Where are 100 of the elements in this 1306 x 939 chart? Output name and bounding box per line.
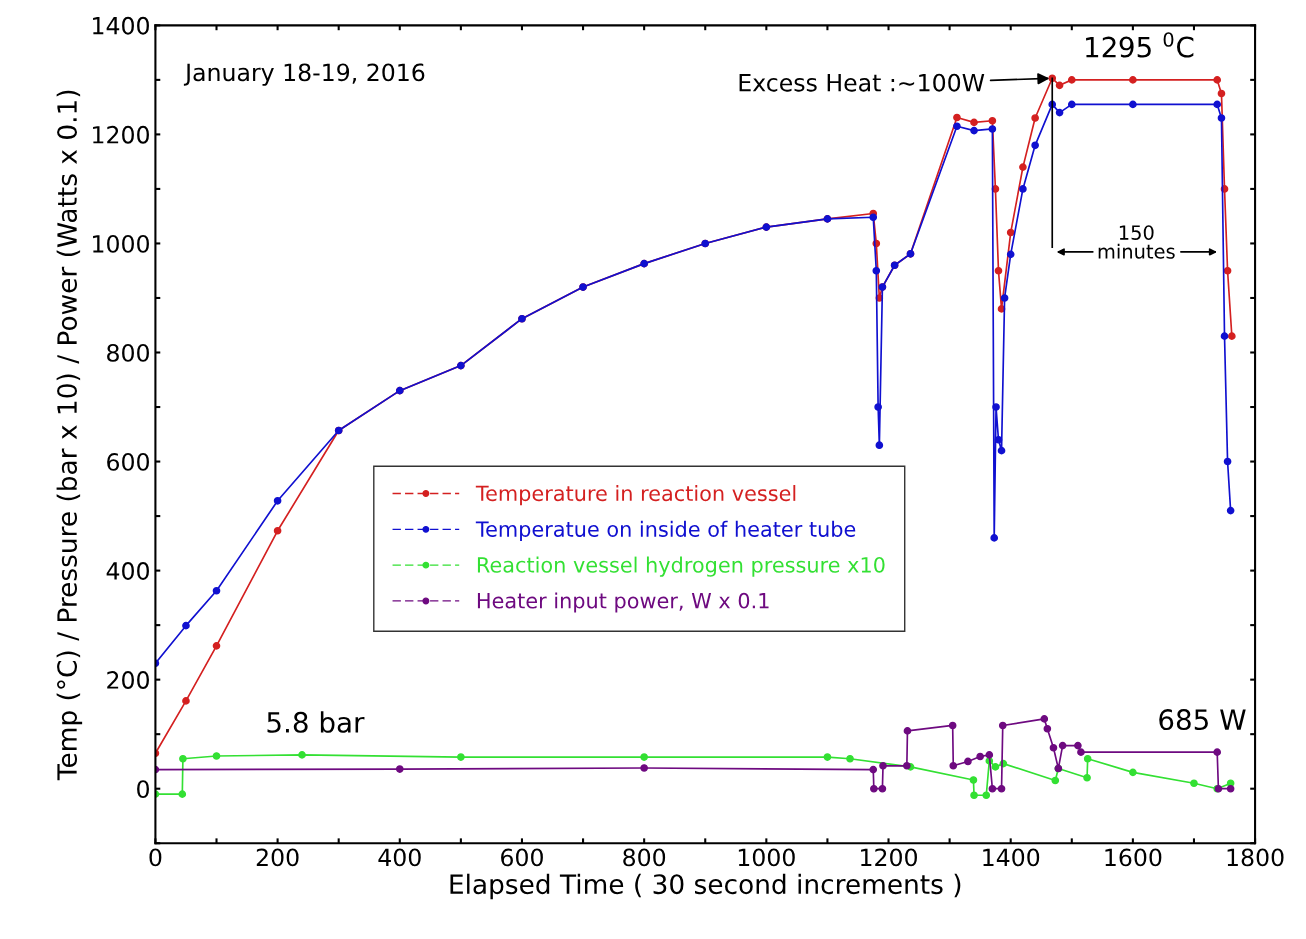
- point: [1129, 76, 1137, 84]
- point: [1055, 108, 1064, 117]
- point: [1083, 754, 1092, 763]
- point: [1226, 784, 1235, 793]
- point: [870, 784, 878, 793]
- point: [1223, 457, 1232, 466]
- point: [182, 697, 190, 705]
- x-tick-label: 1000: [738, 848, 795, 867]
- point: [869, 213, 878, 222]
- point: [1217, 89, 1226, 98]
- point: [212, 752, 221, 760]
- point: [1213, 748, 1222, 756]
- point: [1006, 228, 1015, 237]
- y-axis-title: Temp (°C) / Pressure (bar x 10) / Power (Watts x 0.1): [56, 90, 83, 781]
- x-tick-label: 1800: [1227, 848, 1284, 867]
- point: [969, 776, 978, 784]
- y-tick-label: 1000: [93, 234, 149, 253]
- x-tick-label: 1200: [861, 848, 917, 867]
- x-axis-title: Elapsed Time ( 30 second increments ): [450, 873, 961, 900]
- point: [1213, 76, 1222, 84]
- point: [212, 586, 221, 595]
- point: [1040, 715, 1049, 723]
- point: [903, 727, 912, 735]
- x-tick-label: 400: [378, 848, 421, 867]
- annotation: 5.8 bar: [267, 711, 365, 733]
- point: [1067, 100, 1076, 109]
- point: [998, 721, 1007, 730]
- point: [1129, 768, 1137, 777]
- point: [985, 751, 994, 759]
- point: [988, 125, 997, 133]
- point: [182, 621, 190, 630]
- annotation: 150 minutes: [1098, 225, 1175, 259]
- point: [1220, 332, 1229, 340]
- point: [1077, 748, 1085, 756]
- point: [1031, 141, 1039, 150]
- point: [1217, 114, 1226, 122]
- point: [991, 763, 1000, 771]
- point: [846, 754, 854, 763]
- point: [395, 765, 404, 773]
- point: [298, 751, 306, 759]
- legend-label: Temperature in reaction vessel: [475, 485, 796, 506]
- y-tick-label: 800: [107, 343, 149, 362]
- point: [179, 754, 187, 763]
- y-tick-label: 1200: [93, 125, 149, 144]
- annotation: 1295 $^{0}$C: [1086, 32, 1194, 58]
- point: [953, 113, 961, 122]
- point: [869, 765, 878, 774]
- point: [903, 761, 911, 770]
- point: [1049, 743, 1058, 752]
- point: [990, 534, 999, 542]
- point: [1226, 506, 1235, 515]
- x-tick-label: 800: [623, 848, 666, 867]
- point: [1043, 724, 1052, 733]
- point: [1083, 773, 1091, 782]
- y-tick-label: 1400: [93, 16, 149, 35]
- annotation: Excess Heat :~100W: [739, 73, 985, 92]
- point: [1051, 776, 1060, 785]
- y-tick-label: 0: [137, 780, 149, 798]
- point: [1058, 741, 1067, 750]
- point: [988, 784, 997, 793]
- point: [1223, 266, 1232, 275]
- x-tick-label: 200: [256, 848, 299, 867]
- point: [1000, 294, 1009, 302]
- point: [976, 752, 984, 761]
- point: [1019, 185, 1027, 193]
- point: [1228, 332, 1236, 340]
- point: [970, 126, 978, 135]
- point: [1074, 741, 1082, 750]
- point: [1213, 100, 1222, 109]
- point: [994, 266, 1003, 275]
- point: [964, 757, 972, 766]
- point: [212, 642, 221, 650]
- point: [970, 118, 978, 127]
- legend-label: Heater input power, W x 0.1: [477, 592, 769, 613]
- point: [878, 784, 887, 793]
- annotation: 685 W: [1159, 709, 1246, 731]
- point: [872, 266, 881, 275]
- point: [875, 441, 884, 450]
- point: [1006, 250, 1015, 259]
- point: [948, 721, 957, 730]
- point: [991, 185, 1000, 193]
- x-tick-label: 600: [501, 848, 543, 867]
- point: [178, 790, 187, 798]
- y-tick-label: 200: [107, 671, 149, 689]
- legend-label: Temperatue on inside of heater tube: [475, 520, 856, 541]
- x-tick-label: 0: [149, 848, 162, 867]
- point: [1019, 163, 1027, 171]
- point: [457, 753, 465, 761]
- point: [273, 496, 282, 505]
- x-tick-label: 1600: [1105, 848, 1162, 867]
- x-tick-label: 1400: [983, 848, 1040, 867]
- point: [982, 791, 991, 800]
- point: [823, 753, 832, 761]
- point: [273, 526, 282, 535]
- y-tick-label: 400: [106, 562, 149, 580]
- legend-label: Reaction vessel hydrogen pressure x10: [477, 556, 885, 577]
- point: [640, 764, 648, 772]
- y-tick-label: 600: [107, 453, 149, 471]
- point: [874, 403, 882, 411]
- point: [988, 116, 997, 125]
